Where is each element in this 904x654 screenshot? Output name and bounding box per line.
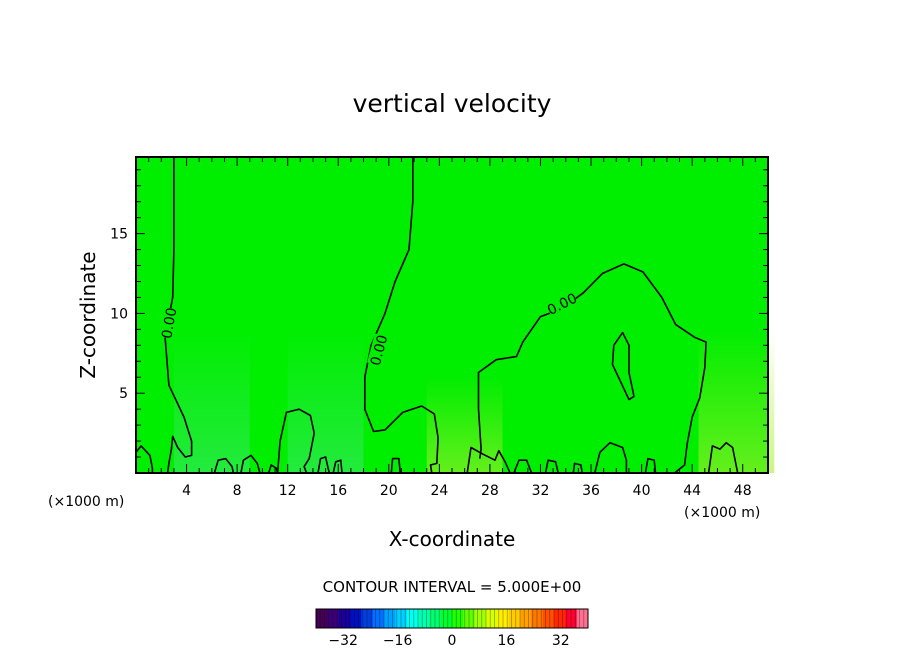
- colorbar-swatch: [474, 609, 487, 628]
- contour-line-4: [276, 408, 315, 473]
- contour-line-10: [332, 459, 343, 473]
- y-tick-label: 5: [119, 386, 128, 402]
- contour-line-11: [390, 457, 401, 473]
- contour-line-12: [466, 446, 511, 473]
- contour-line-8: [267, 464, 279, 473]
- contour-line-2: [477, 263, 707, 473]
- colorbar-swatch: [361, 609, 374, 628]
- contour-interval-text: CONTOUR INTERVAL = 5.000E+00: [323, 578, 582, 596]
- colorbar-swatch: [542, 609, 555, 628]
- x-tick-label: 4: [182, 483, 191, 499]
- chart-title: vertical velocity: [353, 89, 552, 118]
- contour-label-bg-1: [367, 333, 391, 367]
- colorbar-swatch: [565, 609, 578, 628]
- contour-line-5: [136, 445, 154, 473]
- contour-line-6: [213, 457, 235, 473]
- x-tick-label: 8: [233, 483, 242, 499]
- contour-line-17: [644, 457, 657, 473]
- x-unit-left: (×1000 m): [48, 494, 124, 510]
- colorbar-swatch: [463, 609, 476, 628]
- colorbar: −32 −16 0 16 32: [315, 608, 589, 649]
- colorbar-swatch: [440, 609, 453, 628]
- x-tick-label: 48: [734, 483, 752, 499]
- colorbar-swatch: [508, 609, 521, 628]
- contour-line-3: [611, 331, 635, 401]
- colorbar-swatch: [327, 609, 340, 628]
- x-tick-label: 24: [430, 483, 448, 499]
- x-tick-label: 44: [683, 483, 701, 499]
- colorbar-swatch: [384, 609, 396, 628]
- colorbar-swatch: [406, 609, 419, 628]
- colorbar-swatch: [486, 609, 498, 628]
- contour-line-1: [364, 157, 439, 473]
- colorbar-swatch: [350, 609, 362, 628]
- contour-line-7: [240, 454, 261, 473]
- x-tick-label: 32: [532, 483, 550, 499]
- colorbar-swatch: [576, 609, 589, 628]
- colorbar-swatch: [429, 609, 442, 628]
- x-tick-label: 40: [633, 483, 651, 499]
- colorbar-swatch: [372, 609, 385, 628]
- contour-label-bg-0: [158, 306, 180, 340]
- velocity-anomaly-shading: [173, 329, 775, 473]
- anomaly-shade-3: [698, 329, 775, 473]
- colorbar-tick-label: −32: [328, 633, 358, 649]
- contour-lines: 0.000.000.00: [136, 157, 739, 473]
- contour-line-14: [544, 459, 559, 473]
- colorbar-frame: [315, 608, 589, 629]
- y-axis-label: Z-coordinate: [76, 251, 100, 378]
- colorbar-swatch: [554, 609, 566, 628]
- y-tick-label: 10: [110, 306, 128, 322]
- contour-line-0: [164, 157, 193, 473]
- colorbar-tick-label: 16: [497, 633, 515, 649]
- colorbar-swatch: [531, 609, 544, 628]
- x-tick-label: 12: [279, 483, 297, 499]
- colorbar-swatch: [395, 609, 408, 628]
- contour-label-0: 0.00: [159, 306, 180, 339]
- anomaly-shade-1: [287, 329, 364, 473]
- x-axis-label: X-coordinate: [389, 527, 516, 551]
- x-tick-label: 28: [481, 483, 499, 499]
- anomaly-shade-0: [173, 329, 250, 473]
- colorbar-swatch: [418, 609, 430, 628]
- contour-label-1: 0.00: [368, 333, 392, 367]
- x-tick-label: 36: [582, 483, 600, 499]
- colorbar-swatch: [316, 609, 328, 628]
- contour-line-18: [707, 441, 739, 473]
- contour-line-16: [594, 441, 628, 473]
- colorbar-swatch: [520, 609, 532, 628]
- contour-line-13: [513, 459, 533, 473]
- colorbar-swatch: [497, 609, 510, 628]
- x-tick-label: 20: [380, 483, 398, 499]
- contour-line-9: [317, 456, 331, 473]
- y-tick-label: 15: [110, 227, 128, 243]
- colorbar-tick-label: −16: [383, 633, 413, 649]
- colorbar-swatch: [452, 609, 464, 628]
- x-unit-right: (×1000 m): [684, 505, 760, 521]
- contour-line-15: [572, 462, 583, 473]
- colorbar-swatch: [338, 609, 351, 628]
- contour-label-bg-2: [544, 289, 579, 318]
- colorbar-tick-label: 32: [552, 633, 570, 649]
- x-tick-label: 16: [329, 483, 347, 499]
- colorbar-tick-label: 0: [448, 633, 457, 649]
